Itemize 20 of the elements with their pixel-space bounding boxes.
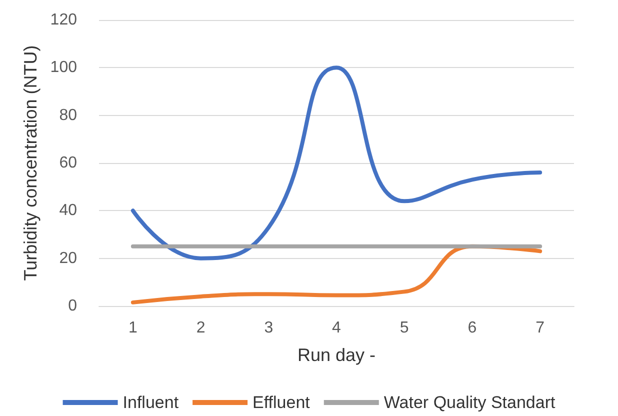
x-tick-label: 3 xyxy=(264,320,274,336)
y-tick-label: 100 xyxy=(50,59,78,76)
legend-label: Influent xyxy=(122,393,179,412)
x-axis-title: Run day - xyxy=(297,345,376,365)
y-tick-label: 0 xyxy=(68,298,78,314)
x-tick-label: 2 xyxy=(196,320,206,336)
x-tick-label: 6 xyxy=(468,320,477,336)
legend-label: Water Quality Standart xyxy=(384,393,556,412)
y-tick-label: 120 xyxy=(50,12,78,28)
y-tick-label: 20 xyxy=(59,250,78,267)
y-axis-title: Turbidity concentration (NTU) xyxy=(20,45,40,281)
x-tick-label: 4 xyxy=(332,320,342,336)
y-tick-label: 40 xyxy=(59,202,78,220)
x-tick-label: 5 xyxy=(400,320,409,336)
y-tick-label: 60 xyxy=(59,154,78,172)
legend-label: Effluent xyxy=(252,393,310,412)
y-tick-label: 80 xyxy=(59,106,78,124)
x-tick-label: 1 xyxy=(128,320,138,336)
line-series xyxy=(130,66,542,260)
x-tick-label: 7 xyxy=(536,320,545,336)
